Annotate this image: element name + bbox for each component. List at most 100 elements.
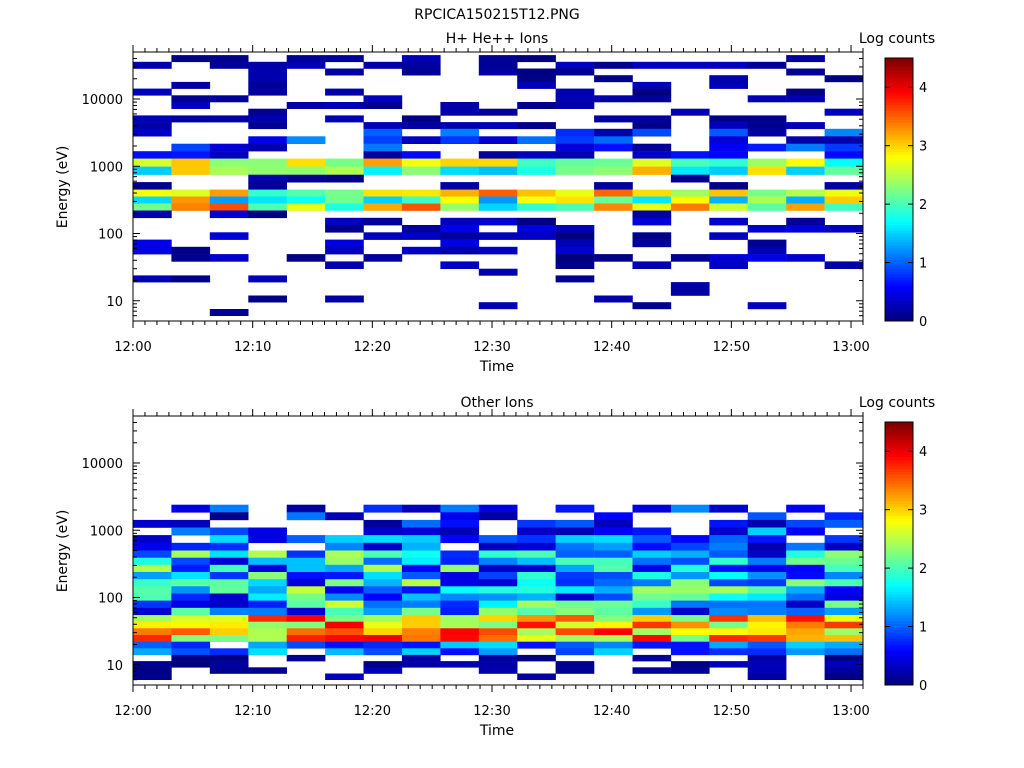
- heatmap-cell: [401, 527, 441, 536]
- heatmap-cell: [824, 615, 864, 622]
- heatmap-cell: [786, 542, 825, 551]
- heatmap-cell: [325, 635, 364, 642]
- heatmap-cell: [363, 151, 403, 159]
- heatmap-cell: [363, 61, 403, 69]
- heatmap-cell: [478, 189, 518, 197]
- heatmap-cell: [363, 158, 403, 167]
- heatmap-cell: [440, 564, 480, 573]
- colorbar-segment: [885, 647, 913, 651]
- heatmap-cell: [594, 295, 633, 303]
- colorbar-label: Log counts: [859, 395, 935, 411]
- heatmap-cell: [363, 564, 403, 573]
- colorbar-segment: [885, 609, 913, 613]
- colorbar-segment: [885, 81, 913, 85]
- heatmap-cell: [670, 254, 710, 262]
- heatmap-cell: [555, 667, 595, 674]
- heatmap-cell: [248, 275, 287, 283]
- colorbar-segment: [885, 60, 913, 65]
- heatmap-cell: [401, 151, 441, 159]
- heatmap-cell: [517, 673, 556, 680]
- heatmap-cell: [363, 641, 403, 649]
- heatmap-cell: [786, 600, 825, 609]
- colorbar-segment: [885, 242, 913, 246]
- heatmap-cell: [747, 557, 787, 566]
- colorbar-segment: [885, 250, 913, 255]
- heatmap-cell: [555, 628, 595, 636]
- heatmap-cell: [363, 217, 403, 226]
- heatmap-cell: [325, 88, 364, 96]
- heatmap-cell: [440, 239, 480, 248]
- heatmap-cell: [171, 81, 211, 89]
- heatmap-cell: [670, 189, 710, 197]
- heatmap-cell: [632, 239, 672, 248]
- heatmap-cell: [248, 166, 287, 175]
- heatmap-cell: [632, 95, 672, 103]
- heatmap-cell: [824, 661, 864, 668]
- colorbar-segment: [885, 309, 913, 313]
- heatmap-cell: [786, 564, 825, 573]
- heatmap-cell: [632, 600, 672, 609]
- heatmap-cell: [517, 75, 556, 83]
- heatmap-cell: [517, 564, 556, 573]
- heatmap-cell: [747, 586, 787, 594]
- heatmap-cell: [786, 136, 825, 144]
- heatmap-cell: [133, 203, 172, 211]
- colorbar-segment: [885, 530, 913, 534]
- heatmap-cell: [286, 61, 326, 69]
- colorbar-segment: [885, 312, 913, 316]
- heatmap-cell: [286, 572, 326, 580]
- heatmap-cell: [670, 151, 710, 159]
- heatmap-cell: [248, 143, 287, 152]
- colorbar-segment: [885, 145, 913, 149]
- heatmap-cell: [786, 217, 825, 226]
- heatmap-cell: [286, 628, 326, 636]
- heatmap-cell: [594, 579, 633, 587]
- colorbar-segment: [885, 614, 913, 619]
- heatmap-cell: [440, 593, 480, 601]
- heatmap-cell: [286, 579, 326, 587]
- heatmap-cell: [632, 261, 672, 269]
- heatmap-cell: [824, 143, 864, 152]
- heatmap-cell: [478, 572, 518, 580]
- heatmap-cell: [786, 586, 825, 594]
- colorbar-segment: [885, 131, 913, 135]
- heatmap-cell: [747, 600, 787, 609]
- heatmap-cell: [555, 128, 595, 137]
- colorbar-segment: [885, 195, 913, 199]
- heatmap-cell: [747, 641, 787, 649]
- colorbar-segment: [885, 582, 913, 587]
- colorbar-segment: [885, 95, 913, 100]
- colorbar-segment: [885, 448, 913, 452]
- heatmap-cell: [632, 621, 672, 629]
- panel-title: Other Ions: [460, 395, 533, 411]
- heatmap-cell: [171, 519, 211, 528]
- heatmap-cell: [747, 607, 787, 616]
- heatmap-cell: [171, 628, 211, 636]
- heatmap-cell: [363, 196, 403, 204]
- heatmap-cell: [517, 654, 556, 662]
- colorbar-segment: [885, 664, 913, 668]
- heatmap-cell: [209, 189, 249, 197]
- heatmap-cell: [517, 607, 556, 616]
- heatmap-cell: [824, 635, 864, 642]
- colorbar-segment: [885, 259, 913, 263]
- colorbar-segment: [885, 562, 913, 566]
- heatmap-cell: [594, 635, 633, 642]
- heatmap-cell: [824, 607, 864, 616]
- heatmap-cell: [670, 667, 710, 674]
- heatmap-cell: [747, 189, 787, 197]
- colorbar-segment: [885, 553, 913, 557]
- heatmap-cell: [133, 189, 172, 197]
- colorbar-segment: [885, 445, 913, 449]
- colorbar-segment: [885, 617, 913, 622]
- colorbar-segment: [885, 291, 913, 296]
- heatmap-cell: [133, 667, 172, 674]
- heatmap-cell: [248, 667, 287, 674]
- heatmap-cell: [632, 122, 672, 130]
- heatmap-cell: [478, 232, 518, 240]
- colorbar-segment: [885, 306, 913, 310]
- heatmap-cell: [709, 621, 748, 629]
- heatmap-cell: [401, 641, 441, 649]
- colorbar-segment: [885, 442, 913, 446]
- heatmap-cell: [632, 232, 672, 240]
